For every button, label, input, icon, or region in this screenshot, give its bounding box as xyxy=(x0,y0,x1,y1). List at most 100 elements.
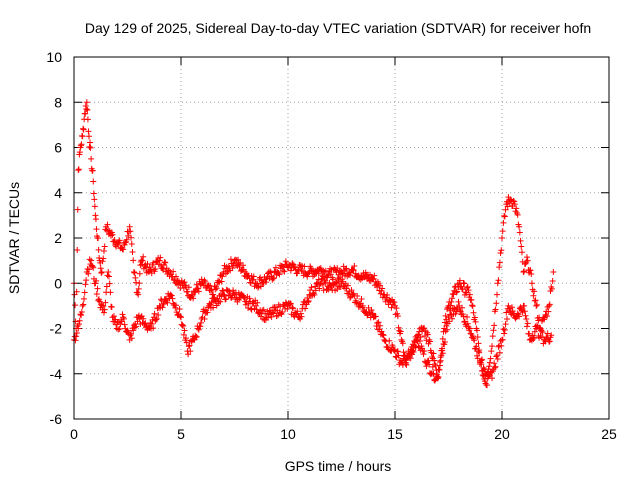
data-point xyxy=(490,327,497,334)
y-axis-label: SDTVAR / TECUs xyxy=(6,182,22,294)
data-point xyxy=(103,283,110,290)
data-point xyxy=(484,382,491,389)
data-point xyxy=(220,291,227,298)
data-point xyxy=(93,291,100,298)
data-point xyxy=(466,325,473,332)
data-point xyxy=(513,205,520,212)
data-point xyxy=(302,269,309,276)
data-point xyxy=(215,279,222,286)
data-point xyxy=(153,316,160,323)
data-point xyxy=(108,232,115,239)
data-point xyxy=(172,304,179,311)
data-point xyxy=(425,357,432,364)
data-point xyxy=(524,257,531,264)
data-point xyxy=(180,331,187,338)
data-point xyxy=(456,277,463,284)
data-point xyxy=(116,325,123,332)
data-point xyxy=(372,313,379,320)
data-point xyxy=(543,313,550,320)
data-point xyxy=(148,267,155,274)
data-point xyxy=(380,332,387,339)
data-point xyxy=(118,244,125,251)
data-point xyxy=(350,267,357,274)
data-point xyxy=(348,287,355,294)
data-point xyxy=(444,306,451,313)
data-point xyxy=(260,306,267,313)
x-tick-label: 5 xyxy=(177,426,185,442)
data-point xyxy=(439,350,446,357)
data-point xyxy=(222,296,229,303)
data-point xyxy=(181,327,188,334)
data-point xyxy=(528,280,535,287)
data-point xyxy=(130,257,137,264)
data-point xyxy=(395,352,402,359)
data-point xyxy=(178,314,184,321)
data-point xyxy=(86,143,93,150)
x-tick-label: 10 xyxy=(280,426,296,442)
data-point xyxy=(259,307,266,314)
data-point xyxy=(80,126,87,133)
data-point xyxy=(80,125,87,132)
data-point xyxy=(213,285,220,292)
data-point xyxy=(168,292,175,299)
data-point xyxy=(514,211,521,218)
x-tick-label: 0 xyxy=(70,426,78,442)
data-point xyxy=(102,299,109,306)
data-point xyxy=(132,274,139,281)
data-point xyxy=(503,316,510,323)
data-point xyxy=(218,278,225,285)
data-point xyxy=(469,302,476,309)
data-point xyxy=(83,105,90,112)
data-point xyxy=(235,256,242,263)
data-point xyxy=(223,286,230,293)
data-point xyxy=(133,323,140,330)
data-point xyxy=(100,248,107,255)
data-point xyxy=(465,287,472,294)
data-point xyxy=(237,268,244,275)
data-point xyxy=(327,271,334,278)
data-point xyxy=(532,297,539,304)
data-point xyxy=(95,297,102,304)
data-point xyxy=(79,133,86,140)
data-point xyxy=(498,342,505,349)
data-point xyxy=(478,361,485,368)
data-point xyxy=(517,237,524,244)
data-point xyxy=(75,166,82,173)
data-point xyxy=(98,268,105,275)
data-point xyxy=(289,260,296,267)
data-point xyxy=(311,291,318,298)
data-point xyxy=(363,308,370,315)
data-point xyxy=(499,235,505,241)
data-point xyxy=(468,296,475,303)
data-point xyxy=(84,116,91,123)
data-point xyxy=(91,196,98,203)
data-point xyxy=(356,300,363,307)
data-point xyxy=(479,371,486,378)
data-point xyxy=(135,285,142,292)
data-point xyxy=(489,343,496,350)
data-point xyxy=(429,353,436,360)
data-point xyxy=(273,313,280,320)
data-point xyxy=(159,304,166,311)
y-tick-label: 4 xyxy=(54,185,62,201)
data-point xyxy=(504,203,511,210)
data-point xyxy=(110,313,117,320)
data-point xyxy=(128,234,135,241)
data-point xyxy=(128,335,135,342)
data-point xyxy=(80,295,87,302)
data-point xyxy=(289,305,296,312)
data-point xyxy=(324,272,331,279)
data-point xyxy=(140,253,147,260)
data-point xyxy=(505,302,512,309)
data-point xyxy=(472,318,479,325)
data-point xyxy=(95,235,102,242)
data-point xyxy=(270,310,277,317)
data-point xyxy=(72,337,79,344)
data-point xyxy=(449,315,456,322)
data-point xyxy=(316,285,323,292)
data-point xyxy=(198,276,205,283)
data-point xyxy=(190,295,197,302)
data-point xyxy=(77,142,84,149)
data-point xyxy=(162,259,169,266)
data-point xyxy=(530,292,537,299)
